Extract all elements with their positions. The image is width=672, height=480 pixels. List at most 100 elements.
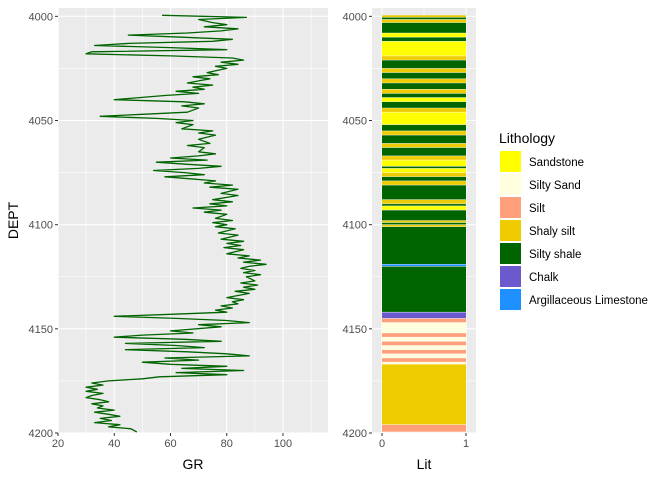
legend-swatch-silt xyxy=(500,197,521,218)
lithology-bar-silty-shale xyxy=(382,203,466,206)
dept-axis-ticks: 4000 4050 4100 4150 4200 xyxy=(29,11,58,440)
gr-tick-label: 20 xyxy=(52,438,64,450)
legend-label-silty-sand: Silty Sand xyxy=(529,180,581,192)
lithology-bar-shaly-silt xyxy=(382,199,466,204)
lit-tick-label: 1 xyxy=(463,438,469,450)
lithology-bar-sandstone xyxy=(382,112,466,125)
dept-tick-label: 4100 xyxy=(29,220,53,232)
legend-label-silt: Silt xyxy=(529,203,546,215)
lithology-bar-silty-shale xyxy=(382,83,466,90)
lithology-bar-shaly-silt xyxy=(382,78,466,83)
gr-tick-label: 60 xyxy=(164,438,176,450)
lithology-bar-shaly-silt xyxy=(382,15,466,18)
lithology-depth-tick-label: 4000 xyxy=(343,11,367,23)
legend-swatch-silty-sand xyxy=(500,174,521,195)
dept-axis-title: DEPT xyxy=(5,201,21,239)
dept-tick-label: 4200 xyxy=(29,428,53,440)
lithology-depth-ticks: 4000 4050 4100 4150 4200 xyxy=(343,11,372,440)
lithology-bar-shaly-silt xyxy=(382,180,466,186)
lithology-bar-silty-shale xyxy=(382,17,466,20)
lithology-bar-argillaceous-limestone xyxy=(382,264,466,267)
legend-label-chalk: Chalk xyxy=(529,272,559,284)
lithology-bar-silty-sand xyxy=(382,362,466,365)
lithology-bar-shaly-silt xyxy=(382,130,466,136)
lithology-bar-silty-shale xyxy=(382,166,466,169)
lithology-bar-sandstone xyxy=(382,168,466,173)
lithology-bar-silt xyxy=(382,318,466,323)
lithology-bar-shaly-silt xyxy=(382,172,466,177)
legend-label-argillaceous-limestone: Argillaceous Limestone xyxy=(529,295,648,307)
legend-swatch-sandstone xyxy=(500,151,521,172)
lithology-bar-silty-shale xyxy=(382,72,466,79)
lithology-bar-silt xyxy=(382,333,466,338)
lithology-bar-shaly-silt xyxy=(382,155,466,161)
lithology-depth-tick-label: 4150 xyxy=(343,324,367,336)
lithology-bar-silt xyxy=(382,424,466,432)
lithology-bar-shaly-silt xyxy=(382,143,466,148)
lithology-bar-silt xyxy=(382,341,466,346)
lithology-bar-shaly-silt xyxy=(382,68,466,73)
lithology-bar-silty-shale xyxy=(382,185,466,200)
gr-axis-title: GR xyxy=(183,456,204,472)
gr-tick-label: 100 xyxy=(274,438,292,450)
lithology-bar-silty-shale xyxy=(382,135,466,144)
legend-swatch-argillaceous-limestone xyxy=(500,289,521,310)
lithology-bar-silty-shale xyxy=(382,101,466,108)
lithology-bar-shaly-silt xyxy=(382,220,466,223)
lithology-bar-sandstone xyxy=(382,205,466,211)
lithology-bar-shaly-silt xyxy=(382,108,466,113)
gr-curve xyxy=(85,14,267,433)
lithology-depth-tick-label: 4100 xyxy=(343,220,367,232)
lithology-bar-silty-shale xyxy=(382,37,466,42)
lithology-bar-shaly-silt xyxy=(382,19,466,23)
legend-entries: Sandstone Silty Sand Silt Shaly silt Silty s… xyxy=(500,151,648,310)
gr-curve-group xyxy=(85,14,267,433)
lithology-depth-tick-label: 4200 xyxy=(343,428,367,440)
lithology-bar-silty-shale xyxy=(382,266,466,313)
lithology-bar-sandstone xyxy=(382,33,466,38)
lithology-bar-chalk xyxy=(382,312,466,319)
lithology-legend: Lithology Sandstone Silty Sand Silt Shaly s… xyxy=(499,130,648,310)
lithology-bar-silty-sand xyxy=(382,345,466,350)
lithology-bar-silty-sand xyxy=(382,322,466,333)
lithology-bar-silty-sand xyxy=(382,353,466,358)
legend-swatch-silty-shale xyxy=(500,243,521,264)
lithology-depth-tick-label: 4050 xyxy=(343,116,367,128)
lithology-bar-silty-shale xyxy=(382,176,466,181)
dept-tick-label: 4000 xyxy=(29,11,53,23)
legend-label-sandstone: Sandstone xyxy=(529,157,584,169)
lithology-bar-silty-shale xyxy=(382,93,466,98)
lit-tick-label: 0 xyxy=(379,438,385,450)
lithology-bar-silty-shale xyxy=(382,124,466,131)
gr-axis-ticks: 20 40 60 80 100 xyxy=(52,433,292,450)
lithology-bar-silt xyxy=(382,349,466,354)
dept-tick-label: 4150 xyxy=(29,324,53,336)
lithology-bar-silty-shale xyxy=(382,147,466,156)
lithology-bar-shaly-silt xyxy=(382,89,466,94)
lithology-bar-sandstone xyxy=(382,97,466,102)
lithology-bar-silty-shale xyxy=(382,222,466,225)
lithology-bar-sandstone xyxy=(382,41,466,56)
legend-label-shaly-silt: Shaly silt xyxy=(529,226,576,238)
gr-tick-label: 80 xyxy=(221,438,233,450)
lithology-bar-silty-shale xyxy=(382,210,466,221)
legend-swatch-shaly-silt xyxy=(500,220,521,241)
legend-swatch-chalk xyxy=(500,266,521,287)
lithology-bars xyxy=(382,15,466,433)
lit-axis-title: Lit xyxy=(417,456,432,472)
lithology-bar-silty-shale xyxy=(382,22,466,33)
gr-panel: 4000 4050 4100 4150 4200 20 40 60 80 100 GR DEPT xyxy=(5,8,328,472)
lithology-bar-silty-shale xyxy=(382,60,466,69)
lithology-bar-silt xyxy=(382,358,466,363)
lithology-bar-shaly-silt xyxy=(382,364,466,425)
gr-tick-label: 40 xyxy=(108,438,120,450)
lithology-bar-shaly-silt xyxy=(382,224,466,227)
lithology-bar-silty-sand xyxy=(382,337,466,342)
lithology-bar-shaly-silt xyxy=(382,55,466,61)
legend-label-silty-shale: Silty shale xyxy=(529,249,581,261)
dept-tick-label: 4050 xyxy=(29,116,53,128)
legend-title: Lithology xyxy=(499,130,555,146)
